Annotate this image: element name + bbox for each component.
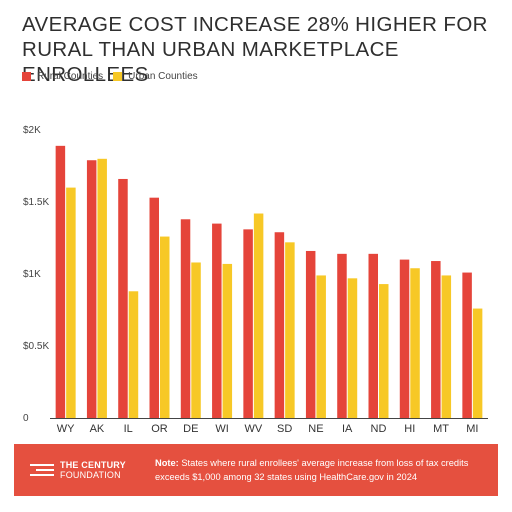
chart-title: AVERAGE COST INCREASE 28% HIGHER FOR RUR…	[22, 13, 488, 86]
legend-swatch-rural	[22, 72, 31, 81]
legend-swatch-urban	[113, 72, 123, 81]
y-tick-label: $2K	[23, 125, 41, 136]
bar-urban-wv	[253, 213, 264, 418]
x-tick-label: ND	[371, 423, 387, 435]
bar-urban-nd	[379, 284, 389, 418]
bar-rural-sd	[274, 232, 285, 418]
bar-rural-de	[180, 219, 191, 418]
footer-note: Note: States where rural enrollees' aver…	[155, 456, 490, 484]
x-tick-label: DE	[183, 423, 198, 435]
bar-chart: 0 $0.5K $1K $1.5K $2K WY AK IL OR DE WI WV SD NE IA ND H…	[23, 125, 488, 435]
x-tick-label: WV	[244, 423, 262, 435]
note-text: States where rural enrollees' average in…	[155, 458, 469, 482]
bar-rural-ia	[337, 253, 347, 418]
x-tick-label: OR	[151, 423, 168, 435]
bar-rural-mi	[462, 272, 472, 418]
bar-urban-mi	[472, 308, 483, 418]
bar-rural-or	[149, 197, 159, 418]
century-foundation-logo: THE CENTURY FOUNDATION	[30, 460, 135, 480]
x-tick-label: WY	[57, 423, 75, 435]
bar-urban-wy	[66, 187, 76, 418]
bar-urban-hi	[410, 268, 420, 418]
legend-label-rural: Rural Counties	[37, 71, 104, 82]
bar-urban-il	[128, 291, 139, 418]
logo-line-2: FOUNDATION	[60, 470, 121, 480]
bar-rural-ne	[305, 250, 316, 418]
bar-rural-il	[118, 178, 128, 418]
legend-label-urban: Urban Counties	[128, 71, 198, 82]
footer-banner: THE CENTURY FOUNDATION Note: States wher…	[14, 444, 498, 496]
bar-urban-or	[160, 236, 170, 418]
legend: Rural Counties Urban Counties	[22, 71, 198, 82]
y-tick-label: $1.5K	[23, 197, 49, 208]
bar-urban-sd	[285, 242, 295, 418]
bar-rural-wi	[212, 223, 222, 418]
x-tick-label: AK	[90, 423, 105, 435]
y-tick-label: $1K	[23, 269, 41, 280]
x-tick-label: MT	[433, 423, 449, 435]
x-tick-label: SD	[277, 423, 292, 435]
bar-rural-hi	[399, 259, 410, 418]
bar-urban-ia	[347, 278, 358, 418]
y-tick-label: 0	[23, 413, 29, 424]
x-tick-label: WI	[215, 423, 228, 435]
note-label: Note:	[155, 458, 179, 468]
x-tick-label: HI	[404, 423, 415, 435]
bar-urban-wi	[222, 263, 233, 418]
bar-urban-ak	[97, 158, 107, 419]
bar-rural-mt	[431, 261, 441, 418]
legend-item-rural: Rural Counties	[22, 71, 103, 82]
legend-item-urban: Urban Counties	[113, 71, 198, 82]
bar-rural-wy	[55, 145, 66, 418]
bar-rural-nd	[368, 253, 378, 418]
bar-rural-ak	[86, 160, 97, 419]
x-tick-label: IL	[124, 423, 133, 435]
x-tick-label: MI	[466, 423, 478, 435]
logo-line-1: THE CENTURY	[60, 460, 126, 470]
x-tick-label: NE	[308, 423, 323, 435]
bar-rural-wv	[243, 229, 253, 418]
y-tick-label: $0.5K	[23, 341, 49, 352]
bar-urban-ne	[316, 275, 326, 418]
bar-urban-de	[191, 262, 201, 418]
bar-urban-mt	[441, 275, 452, 418]
logo-mark-icon	[30, 464, 54, 476]
x-tick-label: IA	[342, 423, 353, 435]
